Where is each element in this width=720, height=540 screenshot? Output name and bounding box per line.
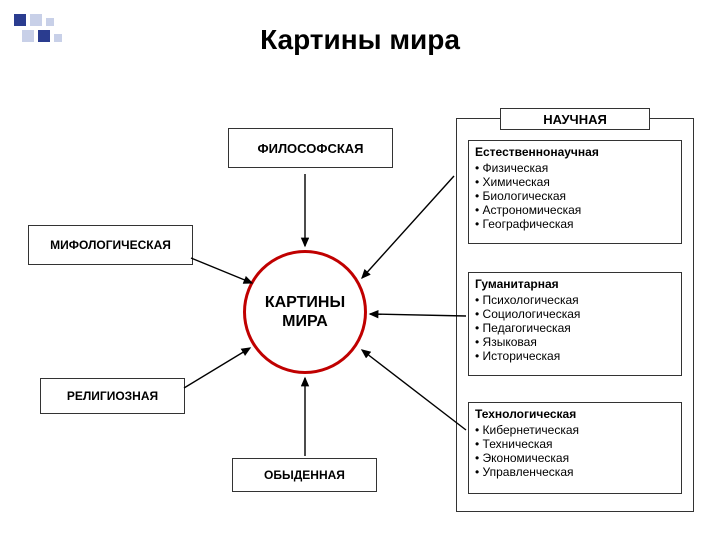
list-item: Языковая	[475, 335, 675, 349]
list-item: Техническая	[475, 437, 675, 451]
arrow	[184, 348, 250, 388]
center-node: КАРТИНЫ МИРА	[243, 250, 367, 374]
list-item: Психологическая	[475, 293, 675, 307]
sci-block-natural: Естественнонаучная Физическая Химическая…	[468, 140, 682, 244]
sci-humanitarian-title: Гуманитарная	[475, 277, 675, 291]
list-item: Географическая	[475, 217, 675, 231]
box-mythological: МИФОЛОГИЧЕСКАЯ	[28, 225, 193, 265]
list-item: Историческая	[475, 349, 675, 363]
box-ordinary-label: ОБЫДЕННАЯ	[264, 468, 345, 482]
box-religious-label: РЕЛИГИОЗНАЯ	[67, 389, 158, 403]
arrow	[362, 176, 454, 278]
page-title: Картины мира	[0, 24, 720, 56]
list-item: Астрономическая	[475, 203, 675, 217]
sci-block-humanitarian: Гуманитарная Психологическая Социологиче…	[468, 272, 682, 376]
list-item: Химическая	[475, 175, 675, 189]
box-ordinary: ОБЫДЕННАЯ	[232, 458, 377, 492]
center-label: КАРТИНЫ МИРА	[265, 293, 345, 331]
list-item: Управленческая	[475, 465, 675, 479]
sci-technological-title: Технологическая	[475, 407, 675, 421]
list-item: Кибернетическая	[475, 423, 675, 437]
list-item: Физическая	[475, 161, 675, 175]
scientific-header-label: НАУЧНАЯ	[543, 112, 607, 127]
arrow	[370, 314, 466, 316]
box-philosophical: ФИЛОСОФСКАЯ	[228, 128, 393, 168]
box-philosophical-label: ФИЛОСОФСКАЯ	[258, 141, 364, 156]
sci-block-technological: Технологическая Кибернетическая Техничес…	[468, 402, 682, 494]
sci-natural-list: Физическая Химическая Биологическая Астр…	[475, 161, 675, 231]
list-item: Экономическая	[475, 451, 675, 465]
list-item: Педагогическая	[475, 321, 675, 335]
sci-natural-title: Естественнонаучная	[475, 145, 675, 159]
sci-humanitarian-list: Психологическая Социологическая Педагоги…	[475, 293, 675, 363]
scientific-header: НАУЧНАЯ	[500, 108, 650, 130]
list-item: Биологическая	[475, 189, 675, 203]
box-religious: РЕЛИГИОЗНАЯ	[40, 378, 185, 414]
arrow	[191, 258, 252, 283]
sci-technological-list: Кибернетическая Техническая Экономическа…	[475, 423, 675, 479]
box-mythological-label: МИФОЛОГИЧЕСКАЯ	[50, 238, 171, 252]
arrow	[362, 350, 466, 430]
list-item: Социологическая	[475, 307, 675, 321]
